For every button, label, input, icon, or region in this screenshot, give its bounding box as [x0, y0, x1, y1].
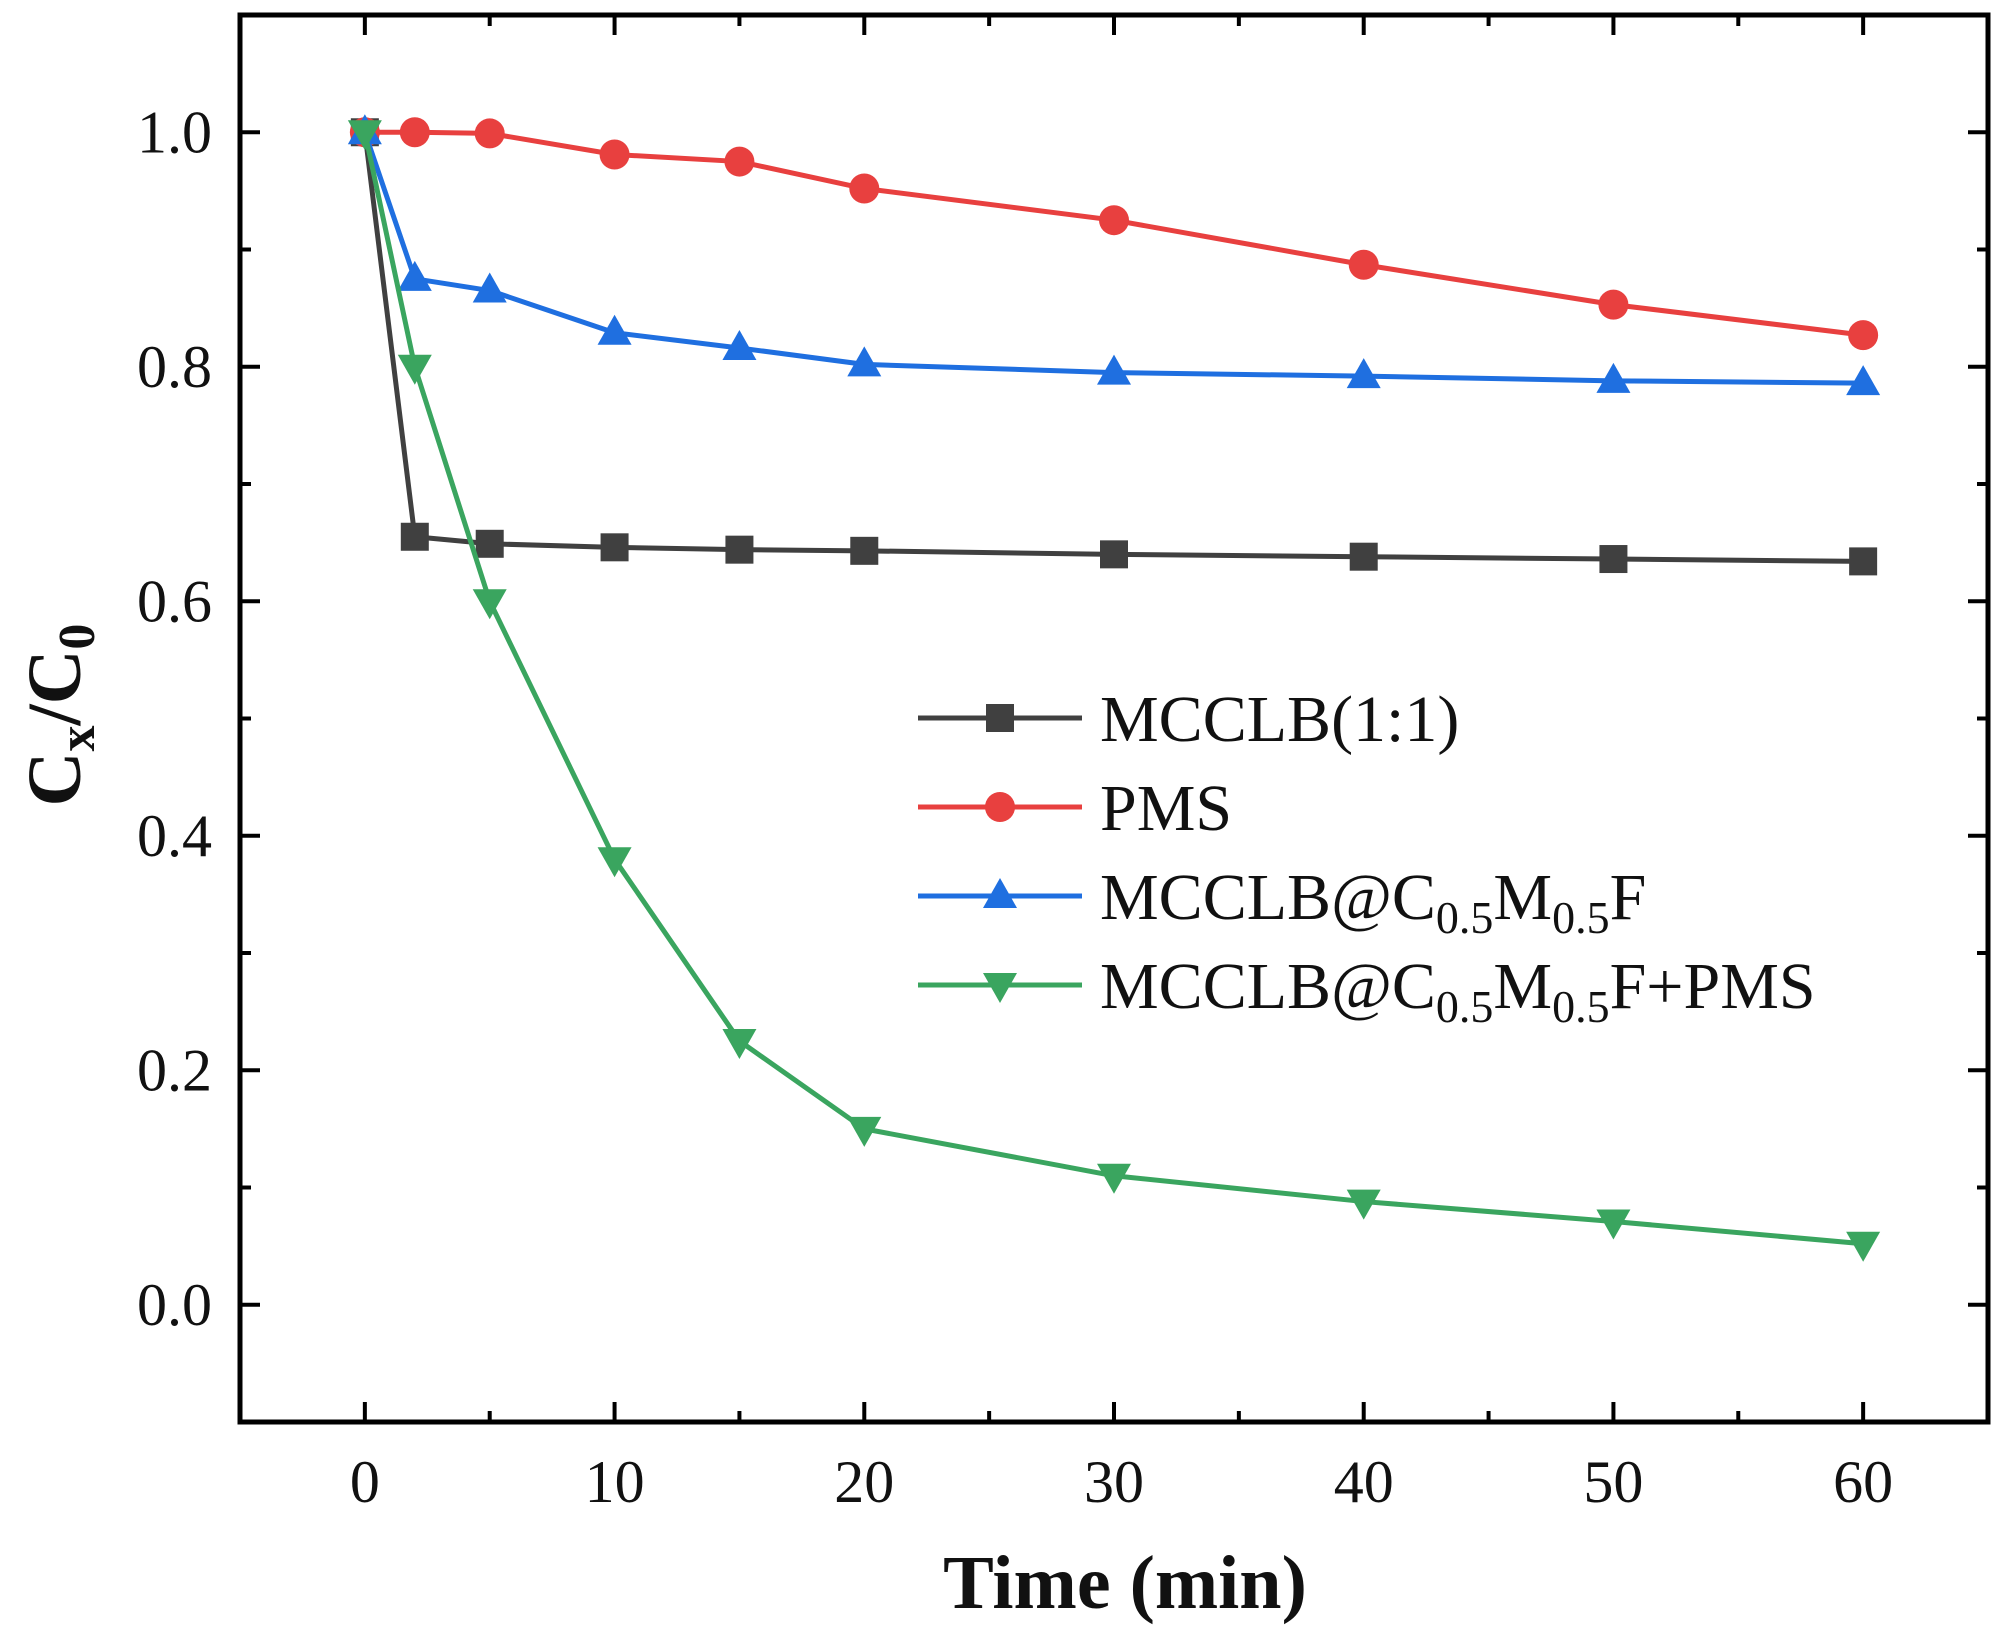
data-point — [597, 314, 632, 345]
data-point — [1596, 1209, 1631, 1240]
series-3 — [347, 120, 1881, 1262]
x-tick-label: 20 — [834, 1449, 894, 1515]
data-point — [1100, 540, 1128, 569]
series-line — [364, 129, 1864, 338]
data-point — [399, 117, 430, 148]
data-point — [1599, 545, 1628, 574]
data-point — [1097, 1163, 1131, 1194]
data-point — [472, 272, 507, 303]
data-point — [472, 589, 507, 620]
data-point — [400, 522, 429, 551]
data-point — [724, 146, 755, 177]
data-point — [1097, 354, 1131, 385]
data-point — [722, 1028, 757, 1059]
y-tick-label: 0.0 — [137, 1272, 212, 1338]
series-0 — [350, 118, 1878, 576]
x-tick-label: 40 — [1334, 1449, 1394, 1515]
data-point — [1348, 249, 1379, 280]
series-line — [362, 131, 1864, 1247]
y-tick-label: 1.0 — [137, 99, 212, 165]
data-point — [1596, 362, 1631, 393]
series-line — [362, 131, 1864, 564]
legend-item: PMS — [918, 772, 1232, 845]
data-point — [722, 329, 757, 360]
data-point — [597, 847, 632, 878]
legend-label: PMS — [1100, 772, 1232, 845]
data-point — [1849, 547, 1878, 576]
data-point — [1846, 1231, 1881, 1262]
legend-item: MCCLB@C0.5M0.5F+PMS — [918, 950, 1816, 1032]
legend-item: MCCLB@C0.5M0.5F — [918, 861, 1646, 943]
x-tick-label: 60 — [1833, 1449, 1893, 1515]
data-point — [397, 260, 432, 291]
series-2 — [347, 114, 1881, 396]
data-point — [849, 173, 880, 204]
x-axis-title: Time (min) — [943, 1541, 1307, 1625]
data-point — [397, 354, 432, 385]
legend-marker — [983, 878, 1017, 908]
series-1 — [349, 117, 1879, 351]
legend-marker — [986, 704, 1014, 732]
y-tick-label: 0.4 — [137, 803, 212, 869]
data-point — [1846, 365, 1881, 396]
y-tick-label: 0.6 — [137, 568, 212, 634]
data-point — [1346, 1189, 1381, 1220]
data-point — [474, 118, 505, 149]
data-point — [1346, 358, 1381, 389]
legend-label: MCCLB(1:1) — [1100, 683, 1459, 756]
data-point — [850, 536, 879, 565]
x-tick-label: 0 — [350, 1449, 380, 1515]
data-point — [1848, 320, 1879, 351]
legend-marker — [983, 973, 1017, 1003]
y-tick-label: 0.8 — [137, 334, 212, 400]
data-point — [599, 139, 630, 170]
data-point — [1099, 205, 1129, 236]
data-point — [1349, 542, 1378, 571]
data-point — [847, 346, 882, 377]
x-tick-label: 50 — [1583, 1449, 1643, 1515]
data-point — [847, 1116, 882, 1147]
series-layer — [347, 114, 1881, 1262]
y-tick-label: 0.2 — [137, 1037, 212, 1103]
legend-item: MCCLB(1:1) — [918, 683, 1459, 756]
series-line — [362, 131, 1864, 386]
axis-ticks — [240, 15, 1988, 1422]
data-point — [725, 535, 754, 564]
x-tick-label: 10 — [585, 1449, 645, 1515]
legend: MCCLB(1:1) PMS MCCLB@C0.5M0.5FMCCLB@C0.5M0… — [918, 683, 1816, 1032]
legend-marker — [985, 792, 1015, 822]
data-point — [600, 533, 629, 562]
y-axis-title: Cx/C0 — [13, 624, 106, 807]
data-point — [475, 529, 504, 558]
y-tick-labels: 0.0 0.2 0.4 0.6 0.8 1.0 — [137, 99, 212, 1338]
data-point — [347, 120, 382, 151]
x-tick-label: 30 — [1084, 1449, 1144, 1515]
x-tick-labels: 0 10 20 30 40 50 60 — [350, 1449, 1893, 1515]
legend-label: MCCLB@C0.5M0.5F — [1100, 861, 1646, 943]
data-point — [1598, 289, 1629, 320]
legend-label: MCCLB@C0.5M0.5F+PMS — [1100, 950, 1816, 1032]
